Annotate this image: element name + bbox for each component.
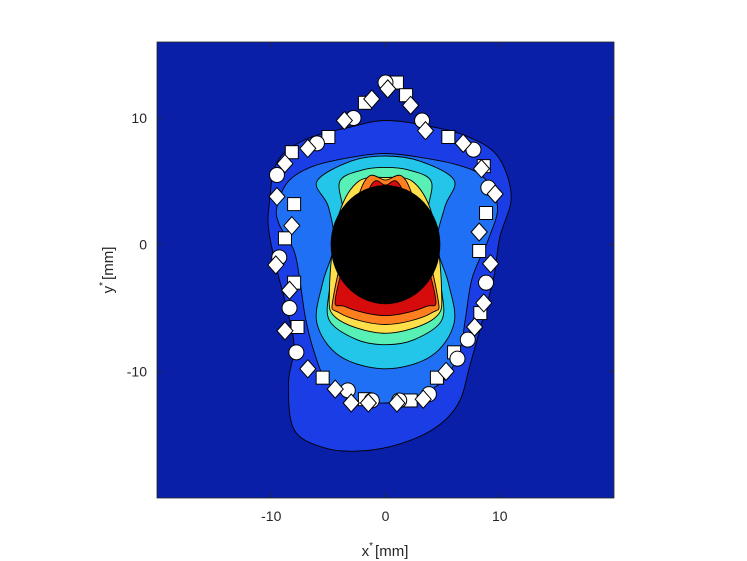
y-axis-label: y*[mm] bbox=[98, 247, 117, 294]
diamond-marker bbox=[472, 158, 491, 179]
square-marker bbox=[479, 206, 494, 220]
diamond-marker bbox=[276, 153, 294, 174]
circle-marker bbox=[478, 274, 495, 291]
y-tick-label: 10 bbox=[131, 110, 147, 126]
diamond-marker bbox=[335, 110, 354, 131]
diamond-marker bbox=[276, 321, 294, 341]
square-marker bbox=[321, 130, 336, 144]
diamond-marker bbox=[454, 133, 472, 154]
diamond-marker bbox=[363, 89, 381, 109]
circle-marker bbox=[449, 350, 466, 367]
x-tick-label: -10 bbox=[261, 508, 281, 524]
diamond-marker bbox=[299, 359, 317, 379]
diamond-marker bbox=[416, 120, 435, 141]
diamond-marker bbox=[414, 389, 432, 409]
square-marker bbox=[315, 370, 330, 385]
circle-marker bbox=[288, 344, 305, 361]
core-region bbox=[330, 185, 441, 305]
y-tick-label: 0 bbox=[139, 237, 147, 253]
diamond-marker bbox=[437, 361, 455, 382]
diamond-marker bbox=[268, 186, 286, 207]
square-marker bbox=[472, 244, 487, 258]
diamond-marker bbox=[283, 215, 301, 236]
diamond-marker bbox=[280, 280, 299, 301]
circle-marker bbox=[268, 167, 285, 183]
y-tick-label: -10 bbox=[127, 363, 147, 379]
diamond-marker bbox=[465, 317, 484, 337]
diamond-marker bbox=[481, 253, 500, 274]
diamond-marker bbox=[401, 95, 420, 116]
diamond-marker bbox=[388, 393, 406, 413]
diamond-marker bbox=[267, 255, 285, 275]
square-marker bbox=[290, 320, 305, 334]
diamond-marker bbox=[342, 393, 360, 413]
square-marker bbox=[284, 145, 299, 160]
diamond-marker bbox=[470, 222, 488, 242]
circle-marker bbox=[459, 331, 476, 348]
circle-marker bbox=[281, 300, 298, 316]
diamond-marker bbox=[475, 293, 493, 313]
diamond-marker bbox=[379, 79, 397, 99]
square-marker bbox=[277, 231, 292, 246]
diamond-marker bbox=[486, 184, 504, 204]
diamond-marker bbox=[359, 393, 378, 413]
diamond-marker bbox=[326, 379, 344, 399]
square-marker bbox=[441, 130, 456, 144]
diamond-marker bbox=[299, 138, 317, 159]
x-axis-label: x* [mm] bbox=[362, 541, 409, 560]
x-tick-label: 0 bbox=[382, 508, 390, 524]
square-marker bbox=[287, 197, 302, 212]
x-tick-label: 10 bbox=[492, 508, 508, 524]
